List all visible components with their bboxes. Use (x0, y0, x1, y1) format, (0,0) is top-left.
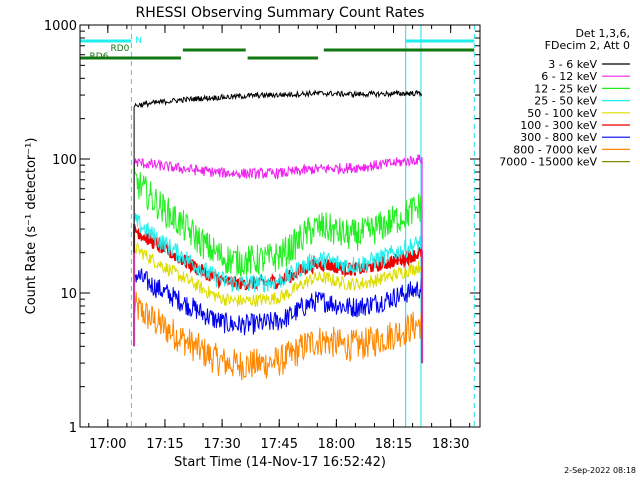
series-line-1 (133, 154, 423, 364)
legend-label-4: 50 - 100 keV (527, 107, 597, 120)
legend-label-8: 7000 - 15000 keV (499, 156, 597, 169)
x-tick-label-1: 17:15 (146, 437, 183, 452)
x-tick-label-6: 18:30 (432, 437, 469, 452)
y-tick-label-1: 10 (60, 287, 77, 302)
flag-label-rd6: RD6 (90, 52, 109, 62)
series-line-3 (133, 212, 423, 364)
legend-label-3: 25 - 50 keV (534, 95, 597, 108)
flag-label-n: N (135, 36, 142, 46)
legend-label-6: 300 - 800 keV (520, 131, 597, 144)
x-tick-label-0: 17:00 (89, 437, 126, 452)
y-tick-label-0: 1 (69, 421, 77, 436)
timestamp: 2-Sep-2022 08:18 (564, 466, 636, 475)
legend-label-5: 100 - 300 keV (520, 119, 597, 132)
series-line-2 (133, 163, 423, 364)
x-tick-label-5: 18:15 (375, 437, 412, 452)
legend-header-1: FDecim 2, Att 0 (545, 39, 630, 52)
axes: 17:00 17:15 17:30 17:45 18:00 18:15 18:30 1 10 10… (44, 19, 480, 452)
legend-label-2: 12 - 25 keV (534, 82, 597, 95)
y-axis-label: Count Rate (s⁻¹ detector⁻¹) (24, 138, 39, 315)
series-line-4 (133, 241, 423, 364)
legend-label-7: 800 - 7000 keV (513, 143, 597, 156)
legend-header-0: Det 1,3,6, (575, 27, 630, 40)
chart-title: RHESSI Observing Summary Count Rates (136, 5, 425, 21)
series-line-7 (133, 291, 423, 381)
x-tick-label-2: 17:30 (203, 437, 240, 452)
y-tick-label-3: 1000 (44, 19, 77, 34)
series-line-0 (133, 89, 423, 253)
x-tick-label-4: 18:00 (318, 437, 355, 452)
legend-label-1: 6 - 12 keV (541, 70, 597, 83)
series-line-6 (133, 265, 423, 364)
y-tick-label-2: 100 (52, 153, 77, 168)
x-axis-label: Start Time (14-Nov-17 16:52:42) (174, 455, 386, 470)
x-tick-label-3: 17:45 (261, 437, 298, 452)
series-lines (133, 89, 424, 381)
plot-frame (79, 24, 481, 428)
legend-label-0: 3 - 6 keV (548, 58, 597, 71)
flag-label-rd0: RD0 (110, 44, 129, 54)
